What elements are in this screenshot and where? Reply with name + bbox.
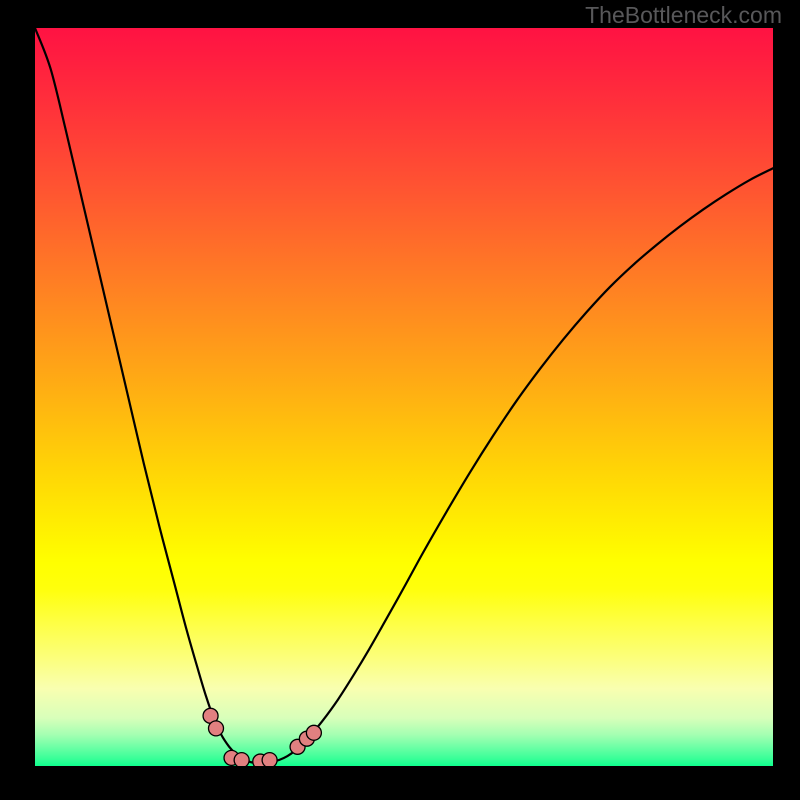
data-marker	[262, 753, 277, 766]
plot-area	[35, 28, 773, 766]
watermark-text: TheBottleneck.com	[585, 2, 782, 29]
chart-canvas: TheBottleneck.com	[0, 0, 800, 800]
bottleneck-curve	[35, 28, 773, 763]
data-marker	[306, 725, 321, 740]
curve-layer	[35, 28, 773, 766]
data-marker	[209, 721, 224, 736]
marker-group	[203, 708, 321, 766]
data-marker	[234, 753, 249, 766]
